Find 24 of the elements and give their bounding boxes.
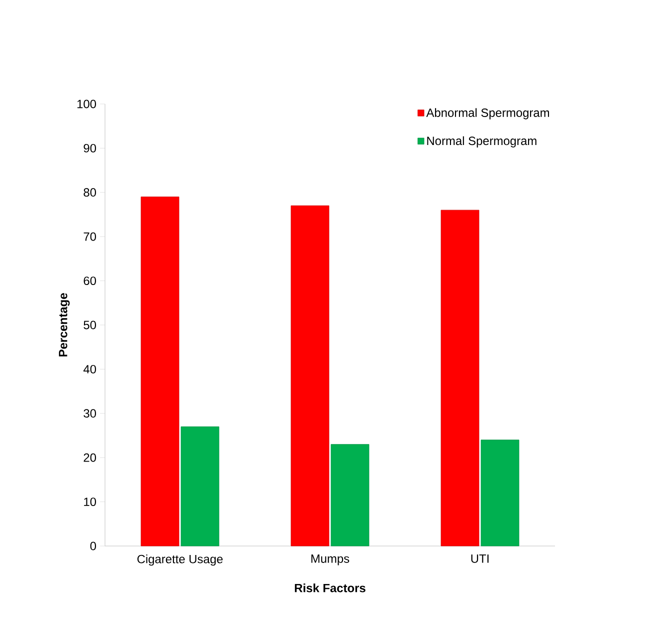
x-tick-label: UTI bbox=[471, 554, 489, 563]
bar bbox=[440, 210, 480, 546]
bar bbox=[180, 426, 220, 546]
y-tick-label: 30 bbox=[84, 409, 96, 418]
y-tick-label: 50 bbox=[84, 320, 96, 330]
x-tick-label: Mumps bbox=[311, 554, 350, 566]
y-tick-label: 40 bbox=[83, 364, 96, 374]
y-tick-label: 80 bbox=[84, 188, 96, 197]
bar bbox=[480, 440, 520, 546]
y-tick-label: 10 bbox=[84, 498, 96, 506]
y-tick-label: 0 bbox=[90, 542, 96, 550]
y-axis-title: Percentage bbox=[58, 293, 70, 356]
bar bbox=[330, 444, 370, 546]
y-tick-label: 60 bbox=[84, 276, 96, 286]
x-tick-label: Cigarette Usage bbox=[137, 554, 223, 566]
x-axis-title: Risk Factors bbox=[294, 584, 366, 592]
legend-label: Normal Spermogram bbox=[427, 136, 536, 148]
legend-label: Abnormal Spermogram bbox=[426, 108, 550, 120]
bar bbox=[140, 196, 180, 546]
y-tick-label: 20 bbox=[84, 453, 96, 462]
y-tick-label: 90 bbox=[84, 144, 96, 152]
bar bbox=[290, 205, 330, 546]
y-tick-label: 100 bbox=[77, 100, 96, 108]
y-tick-label: 70 bbox=[84, 232, 96, 241]
